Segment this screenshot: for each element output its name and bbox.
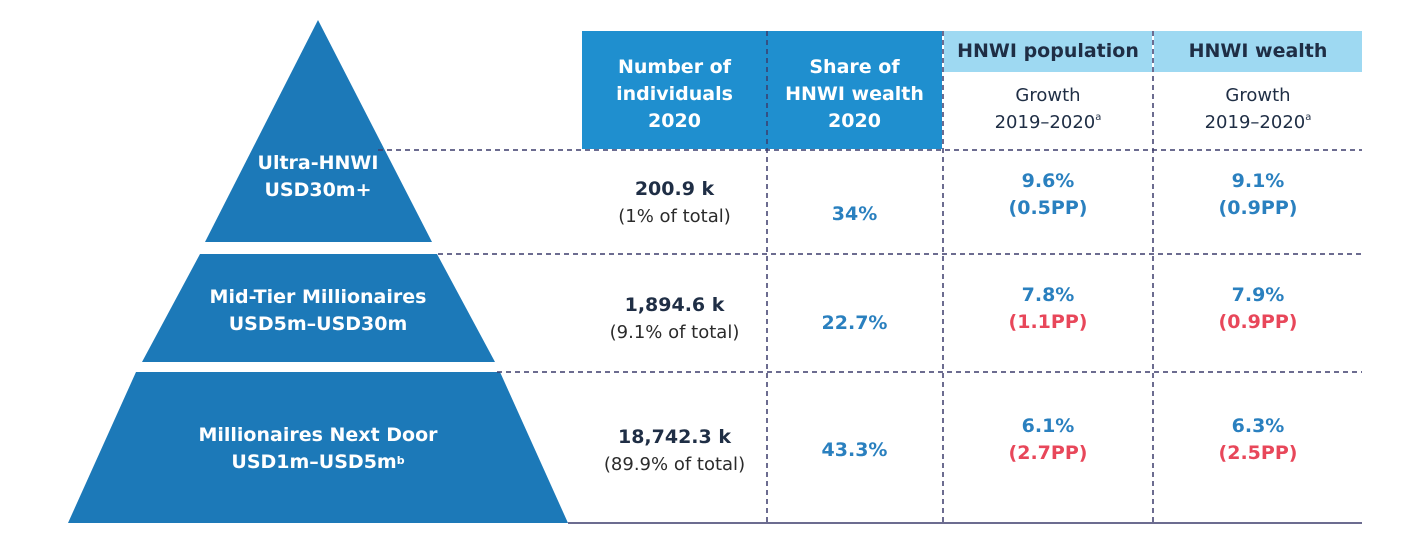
footnote-marker: a bbox=[1095, 112, 1102, 123]
growth-label: Growth bbox=[1225, 85, 1291, 106]
pp-change: (0.9PP) bbox=[1218, 197, 1298, 219]
pp-change: (2.5PP) bbox=[1218, 442, 1298, 464]
growth-value: 6.1% bbox=[1021, 415, 1075, 437]
individuals-count: 18,742.3 k bbox=[617, 426, 731, 448]
header-line: Share of bbox=[809, 56, 900, 78]
tier-name: Mid-Tier Millionaires bbox=[209, 286, 427, 308]
share-of-total: (89.9% of total) bbox=[603, 454, 746, 475]
table-row-next-door-wealth-share: 43.3% bbox=[821, 439, 888, 461]
header-line: Number of bbox=[617, 56, 732, 78]
pp-change: (1.1PP) bbox=[1008, 311, 1088, 333]
tier-name: Ultra-HNWI bbox=[257, 152, 379, 174]
table-row-mid-individuals: 1,894.6 k (9.1% of total) bbox=[582, 292, 767, 346]
table-row-ultra-wealth-growth: 9.1% (0.9PP) bbox=[1154, 168, 1362, 222]
header-line: 2020 bbox=[648, 110, 701, 132]
individuals-count: 200.9 k bbox=[634, 178, 715, 200]
growth-period: 2019–2020a bbox=[1204, 112, 1312, 133]
header-pop-group: HNWI population bbox=[957, 40, 1139, 62]
table-row-ultra-wealth-share: 34% bbox=[831, 203, 878, 225]
header-line: HNWI wealth bbox=[785, 83, 924, 105]
header-wealth-group: HNWI wealth bbox=[1188, 40, 1328, 62]
table-row-next-door-wealth-growth: 6.3% (2.5PP) bbox=[1154, 413, 1362, 467]
pp-change: (0.5PP) bbox=[1008, 197, 1088, 219]
tier-label-next-door: Millionaires Next Door USD1m–USD5mb bbox=[158, 422, 478, 476]
pyramid-tier-middle bbox=[142, 254, 495, 362]
growth-value: 6.3% bbox=[1231, 415, 1285, 437]
pyramid-tier-top bbox=[205, 20, 432, 242]
subheader-pop-growth: Growth 2019–2020a bbox=[944, 82, 1152, 136]
footnote-marker: b bbox=[396, 454, 405, 467]
subheader-wealth-growth: Growth 2019–2020a bbox=[1154, 82, 1362, 136]
share-of-total: (9.1% of total) bbox=[609, 322, 740, 343]
growth-value: 9.6% bbox=[1021, 170, 1075, 192]
table-row-mid-wealth-share: 22.7% bbox=[821, 312, 888, 334]
header-bg-wealth-group bbox=[1154, 31, 1362, 72]
tier-name: Millionaires Next Door bbox=[198, 424, 438, 446]
growth-period: 2019–2020a bbox=[994, 112, 1102, 133]
table-row-next-door-pop-growth: 6.1% (2.7PP) bbox=[944, 413, 1152, 467]
pp-change: (2.7PP) bbox=[1008, 442, 1088, 464]
table-row-mid-pop-growth: 7.8% (1.1PP) bbox=[944, 282, 1152, 336]
growth-value: 7.9% bbox=[1231, 284, 1285, 306]
header-individuals: Number of individuals 2020 bbox=[582, 54, 767, 135]
header-bg-share bbox=[767, 31, 942, 149]
share-of-total: (1% of total) bbox=[618, 206, 731, 227]
header-wealth-share: Share of HNWI wealth 2020 bbox=[767, 54, 942, 135]
tier-range: USD5m–USD30m bbox=[228, 313, 408, 335]
growth-value: 7.8% bbox=[1021, 284, 1075, 306]
table-row-ultra-individuals: 200.9 k (1% of total) bbox=[582, 176, 767, 230]
growth-value: 9.1% bbox=[1231, 170, 1285, 192]
tier-label-mid: Mid-Tier Millionaires USD5m–USD30m bbox=[168, 284, 468, 338]
header-line: 2020 bbox=[828, 110, 881, 132]
pp-change: (0.9PP) bbox=[1218, 311, 1298, 333]
tier-range: USD1m–USD5mb bbox=[231, 451, 405, 473]
growth-label: Growth bbox=[1015, 85, 1081, 106]
header-bg-pop-group bbox=[944, 31, 1152, 72]
individuals-count: 1,894.6 k bbox=[624, 294, 725, 316]
tier-label-ultra: Ultra-HNWI USD30m+ bbox=[218, 150, 418, 204]
table-row-next-door-individuals: 18,742.3 k (89.9% of total) bbox=[572, 424, 777, 478]
table-row-mid-wealth-growth: 7.9% (0.9PP) bbox=[1154, 282, 1362, 336]
pyramid-tier-bottom bbox=[68, 372, 568, 523]
header-bg-individuals bbox=[582, 31, 767, 149]
tier-range: USD30m+ bbox=[264, 179, 372, 201]
table-row-ultra-pop-growth: 9.6% (0.5PP) bbox=[944, 168, 1152, 222]
footnote-marker: a bbox=[1305, 112, 1312, 123]
header-line: individuals bbox=[616, 83, 733, 105]
